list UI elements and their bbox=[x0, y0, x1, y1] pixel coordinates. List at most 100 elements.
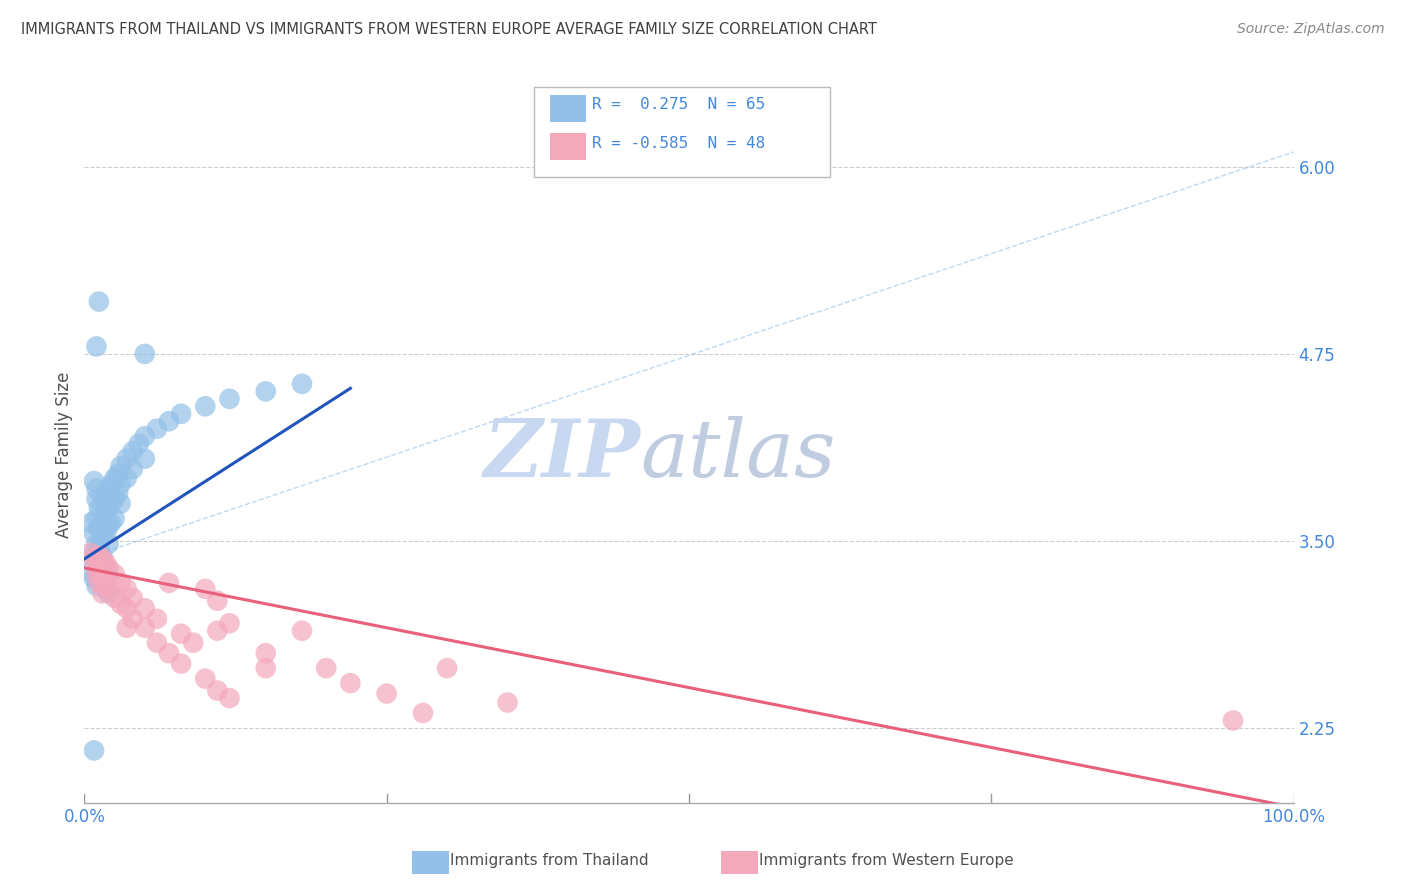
Text: Source: ZipAtlas.com: Source: ZipAtlas.com bbox=[1237, 22, 1385, 37]
Point bbox=[157, 414, 180, 428]
Point bbox=[97, 537, 120, 551]
Point bbox=[94, 561, 117, 575]
Point bbox=[91, 571, 114, 585]
Y-axis label: Average Family Size: Average Family Size bbox=[55, 372, 73, 538]
Point bbox=[94, 582, 117, 596]
Point bbox=[496, 696, 519, 710]
Point bbox=[134, 601, 156, 615]
Point bbox=[146, 636, 169, 650]
Point bbox=[121, 591, 143, 605]
Point bbox=[83, 571, 105, 585]
Point bbox=[86, 557, 108, 571]
Point bbox=[86, 579, 108, 593]
Point bbox=[115, 601, 138, 615]
Point bbox=[91, 552, 114, 566]
Point bbox=[86, 491, 108, 506]
Point bbox=[91, 531, 114, 545]
Point bbox=[87, 549, 110, 563]
Point bbox=[181, 636, 204, 650]
Point bbox=[100, 497, 122, 511]
Point bbox=[115, 582, 138, 596]
Point bbox=[87, 522, 110, 536]
Point bbox=[146, 612, 169, 626]
Text: Immigrants from Thailand: Immigrants from Thailand bbox=[450, 853, 648, 868]
Point bbox=[87, 541, 110, 556]
Point bbox=[91, 511, 114, 525]
Point bbox=[134, 621, 156, 635]
Point bbox=[86, 566, 108, 581]
Point bbox=[107, 486, 129, 500]
Text: atlas: atlas bbox=[641, 417, 837, 493]
Point bbox=[79, 546, 101, 560]
Point bbox=[218, 616, 240, 631]
Point bbox=[86, 339, 108, 353]
Point bbox=[194, 672, 217, 686]
Text: R =  0.275  N = 65: R = 0.275 N = 65 bbox=[592, 97, 765, 112]
Point bbox=[339, 676, 361, 690]
Text: Immigrants from Western Europe: Immigrants from Western Europe bbox=[759, 853, 1014, 868]
Point bbox=[94, 507, 117, 521]
Point bbox=[91, 586, 114, 600]
Point bbox=[315, 661, 337, 675]
Point bbox=[218, 691, 240, 706]
Text: R = -0.585  N = 48: R = -0.585 N = 48 bbox=[592, 136, 765, 152]
Point bbox=[110, 459, 132, 474]
Point bbox=[121, 462, 143, 476]
Point bbox=[194, 582, 217, 596]
Point bbox=[83, 474, 105, 488]
Point bbox=[207, 624, 229, 638]
Point bbox=[121, 612, 143, 626]
Point bbox=[412, 706, 434, 720]
Point bbox=[97, 501, 120, 516]
Point bbox=[207, 683, 229, 698]
Point bbox=[91, 491, 114, 506]
Point bbox=[207, 594, 229, 608]
Point bbox=[91, 575, 114, 590]
Point bbox=[83, 552, 105, 566]
Point bbox=[91, 557, 114, 571]
Point bbox=[218, 392, 240, 406]
Point bbox=[115, 451, 138, 466]
Point bbox=[83, 546, 105, 560]
Point bbox=[94, 489, 117, 503]
Point bbox=[104, 566, 127, 581]
Point bbox=[110, 597, 132, 611]
Point bbox=[254, 661, 277, 675]
Point bbox=[134, 429, 156, 443]
Point bbox=[375, 687, 398, 701]
Point bbox=[436, 661, 458, 675]
Point bbox=[146, 422, 169, 436]
Point bbox=[128, 436, 150, 450]
Point bbox=[87, 564, 110, 578]
Point bbox=[87, 575, 110, 590]
Point bbox=[254, 384, 277, 399]
Point bbox=[104, 511, 127, 525]
Point bbox=[170, 657, 193, 671]
Point bbox=[134, 347, 156, 361]
Point bbox=[97, 582, 120, 596]
Point bbox=[104, 491, 127, 506]
Point bbox=[170, 626, 193, 640]
Point bbox=[104, 591, 127, 605]
Point bbox=[1222, 714, 1244, 728]
Point bbox=[157, 575, 180, 590]
Point bbox=[121, 444, 143, 458]
Point bbox=[87, 566, 110, 581]
Point bbox=[97, 519, 120, 533]
Text: ZIP: ZIP bbox=[484, 417, 641, 493]
Point bbox=[194, 399, 217, 413]
Point bbox=[100, 477, 122, 491]
Point bbox=[104, 471, 127, 485]
Point bbox=[87, 294, 110, 309]
Point bbox=[91, 549, 114, 563]
Point bbox=[94, 557, 117, 571]
Point bbox=[291, 624, 314, 638]
Point bbox=[79, 516, 101, 530]
Point bbox=[170, 407, 193, 421]
Point bbox=[87, 552, 110, 566]
Point bbox=[100, 516, 122, 530]
Point bbox=[79, 564, 101, 578]
Point bbox=[157, 646, 180, 660]
Point bbox=[97, 561, 120, 575]
Point bbox=[115, 471, 138, 485]
